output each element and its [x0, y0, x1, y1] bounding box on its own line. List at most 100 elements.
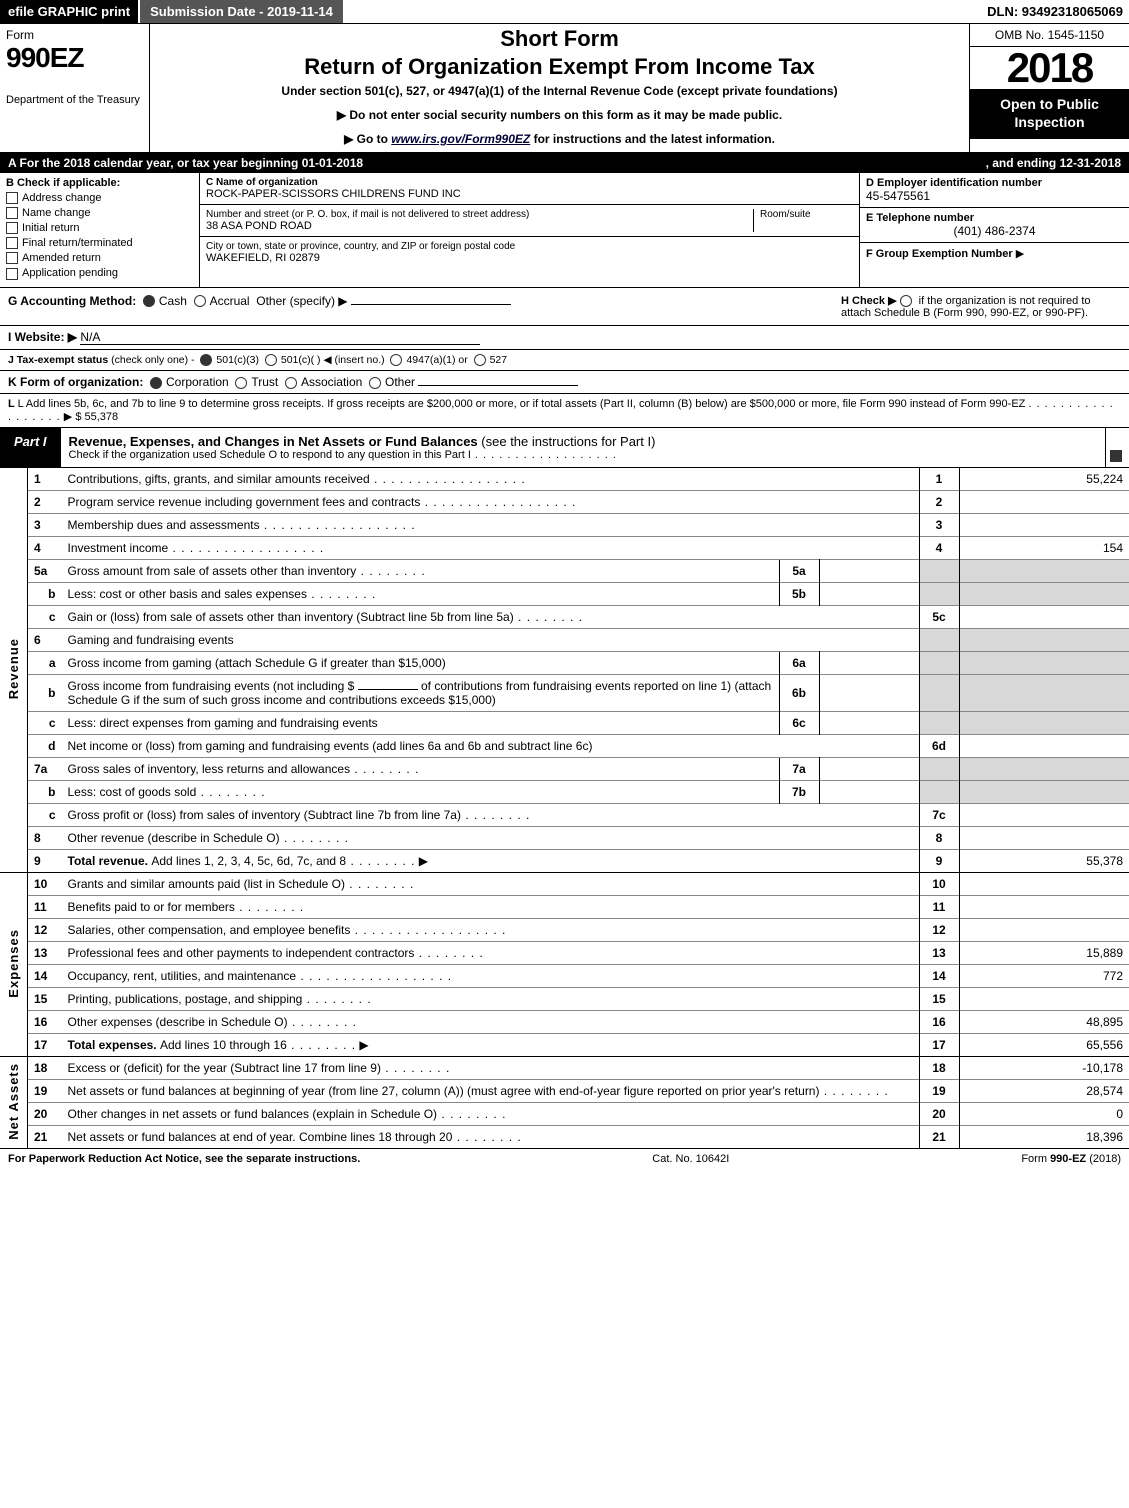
line-18: Net Assets 18 Excess or (deficit) for th… — [0, 1056, 1129, 1079]
opt-corporation: Corporation — [166, 375, 229, 389]
irs-link[interactable]: www.irs.gov/Form990EZ — [391, 132, 530, 146]
org-name: ROCK-PAPER-SCISSORS CHILDRENS FUND INC — [206, 188, 461, 200]
form-label: Form — [6, 28, 143, 42]
line-14: 14 Occupancy, rent, utilities, and maint… — [0, 964, 1129, 987]
ein-label: D Employer identification number — [866, 177, 1123, 189]
opt-other: Other (specify) ▶ — [256, 294, 347, 308]
radio-trust[interactable] — [235, 375, 251, 389]
line-6: 6 Gaming and fundraising events — [0, 628, 1129, 651]
line-9: 9 Total revenue. Add lines 1, 2, 3, 4, 5… — [0, 849, 1129, 872]
row-i: I Website: ▶ N/A — [0, 326, 1129, 350]
rot-revenue: Revenue — [6, 638, 21, 699]
form-id-block: Form 990EZ Department of the Treasury — [0, 24, 150, 152]
line-4: 4 Investment income 4 154 — [0, 536, 1129, 559]
period-mid: , and ending — [986, 156, 1057, 170]
row-l-arrow: ▶ $ — [64, 411, 82, 423]
radio-corporation[interactable] — [150, 375, 166, 389]
part-1-title: Revenue, Expenses, and Changes in Net As… — [61, 428, 1105, 467]
row-j: J Tax-exempt status (check only one) - 5… — [0, 350, 1129, 371]
submission-date-label: Submission Date - 2019-11-14 — [138, 0, 345, 23]
row-l: L L Add lines 5b, 6c, and 7b to line 9 t… — [0, 394, 1129, 427]
line-5b: b Less: cost or other basis and sales ex… — [0, 582, 1129, 605]
opt-accrual: Accrual — [210, 294, 250, 308]
opt-527: 527 — [490, 354, 508, 366]
cb-address-change[interactable]: Address change — [6, 192, 193, 204]
opt-other-org: Other — [385, 375, 415, 389]
period-begin: 01-01-2018 — [302, 156, 363, 170]
line-20: 20 Other changes in net assets or fund b… — [0, 1102, 1129, 1125]
section-e: E Telephone number (401) 486-2374 — [860, 208, 1129, 243]
rot-expenses: Expenses — [6, 929, 21, 998]
public-numbers-note: ▶ Do not enter social security numbers o… — [156, 108, 963, 122]
lines-table: Revenue 1 Contributions, gifts, grants, … — [0, 468, 1129, 1148]
line-7c: c Gross profit or (loss) from sales of i… — [0, 803, 1129, 826]
cb-final-return[interactable]: Final return/terminated — [6, 237, 193, 249]
main-title: Return of Organization Exempt From Incom… — [156, 54, 963, 80]
opt-501c3: 501(c)(3) — [216, 354, 259, 366]
opt-4947: 4947(a)(1) or — [406, 354, 467, 366]
efile-print-label: efile GRAPHIC print — [0, 0, 138, 23]
org-city-row: City or town, state or province, country… — [200, 237, 859, 268]
other-specify-input[interactable] — [351, 304, 511, 305]
section-f: F Group Exemption Number ▶ — [860, 243, 1129, 264]
cb-name-change[interactable]: Name change — [6, 207, 193, 219]
section-h: H Check ▶ if the organization is not req… — [841, 294, 1121, 319]
radio-other-org[interactable] — [369, 375, 385, 389]
radio-association[interactable] — [285, 375, 301, 389]
cb-initial-return[interactable]: Initial return — [6, 222, 193, 234]
radio-501c3[interactable] — [200, 354, 216, 366]
rot-netassets: Net Assets — [6, 1063, 21, 1140]
line-7a: 7a Gross sales of inventory, less return… — [0, 757, 1129, 780]
6b-amount-input[interactable] — [358, 689, 418, 690]
instructions-link-note: ▶ Go to www.irs.gov/Form990EZ for instru… — [156, 132, 963, 146]
ln-1-desc: Contributions, gifts, grants, and simila… — [62, 468, 920, 491]
ein-value: 45-5475561 — [866, 189, 1123, 203]
form-title-block: Short Form Return of Organization Exempt… — [150, 24, 969, 152]
radio-cash[interactable] — [143, 294, 159, 308]
open-public-inspection: Open to Public Inspection — [970, 89, 1129, 139]
org-city: WAKEFIELD, RI 02879 — [206, 252, 515, 264]
radio-4947[interactable] — [390, 354, 406, 366]
opt-trust: Trust — [251, 375, 278, 389]
line-5c: c Gain or (loss) from sale of assets oth… — [0, 605, 1129, 628]
line-17: 17 Total expenses. Add lines 10 through … — [0, 1033, 1129, 1056]
section-c-block: C Name of organization ROCK-PAPER-SCISSO… — [200, 173, 859, 287]
form-of-org-label: K Form of organization: — [8, 375, 143, 389]
city-label: City or town, state or province, country… — [206, 241, 515, 252]
row-l-amount: 55,378 — [85, 411, 119, 423]
schedule-o-checkbox[interactable] — [1110, 448, 1126, 462]
radio-accrual[interactable] — [194, 294, 210, 308]
line-12: 12 Salaries, other compensation, and emp… — [0, 918, 1129, 941]
other-org-input[interactable] — [418, 385, 578, 386]
line-6c: c Less: direct expenses from gaming and … — [0, 711, 1129, 734]
section-def-block: D Employer identification number 45-5475… — [859, 173, 1129, 287]
phone-value: (401) 486-2374 — [866, 224, 1123, 238]
cb-application-pending[interactable]: Application pending — [6, 267, 193, 279]
line-6b: b Gross income from fundraising events (… — [0, 674, 1129, 711]
ln-1-num: 1 — [28, 468, 62, 491]
form-header: Form 990EZ Department of the Treasury Sh… — [0, 24, 1129, 153]
ln-1-rn: 1 — [919, 468, 959, 491]
form-number: 990EZ — [6, 42, 143, 74]
line-6d: d Net income or (loss) from gaming and f… — [0, 734, 1129, 757]
line-21: 21 Net assets or fund balances at end of… — [0, 1125, 1129, 1148]
org-addr-row: Number and street (or P. O. box, if mail… — [200, 205, 859, 237]
room-label: Room/suite — [760, 209, 853, 220]
cb-amended-return[interactable]: Amended return — [6, 252, 193, 264]
accounting-method-label: G Accounting Method: — [8, 294, 136, 308]
line-3: 3 Membership dues and assessments 3 — [0, 513, 1129, 536]
radio-501c[interactable] — [265, 354, 281, 366]
part-1-check: Check if the organization used Schedule … — [69, 449, 1097, 461]
website-value: N/A — [80, 330, 480, 345]
line-8: 8 Other revenue (describe in Schedule O)… — [0, 826, 1129, 849]
period-prefix: A For the 2018 calendar year, or tax yea… — [8, 156, 298, 170]
line-10: Expenses 10 Grants and similar amounts p… — [0, 872, 1129, 895]
line-19: 19 Net assets or fund balances at beginn… — [0, 1079, 1129, 1102]
section-d: D Employer identification number 45-5475… — [860, 173, 1129, 208]
line-7b: b Less: cost of goods sold 7b — [0, 780, 1129, 803]
h-checkbox[interactable] — [900, 295, 916, 307]
line-11: 11 Benefits paid to or for members 11 — [0, 895, 1129, 918]
note2-suffix: for instructions and the latest informat… — [534, 132, 775, 146]
tax-exempt-label: J Tax-exempt status — [8, 354, 108, 366]
radio-527[interactable] — [474, 354, 490, 366]
